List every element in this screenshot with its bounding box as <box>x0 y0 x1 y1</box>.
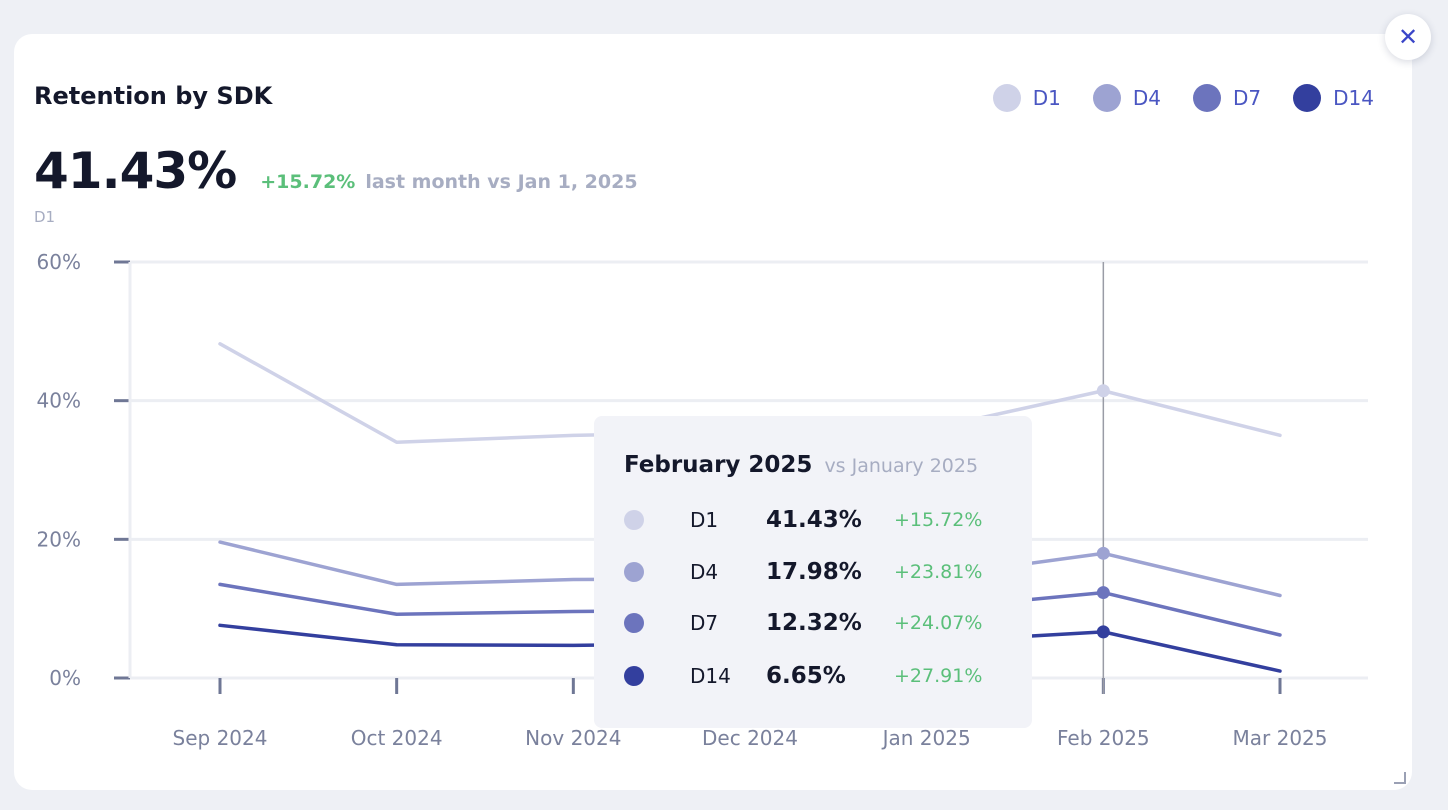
data-point-d7 <box>1096 586 1110 600</box>
y-tick-label: 60% <box>37 250 81 274</box>
tooltip-series-value: 6.65% <box>766 663 846 689</box>
series-dot-icon <box>624 510 644 530</box>
tooltip-row: D14 6.65% +27.91% <box>624 661 982 691</box>
series-dot-icon <box>624 613 644 633</box>
x-tick-label: Nov 2024 <box>525 726 621 750</box>
y-tick-label: 40% <box>37 389 81 413</box>
legend-item-d1[interactable]: D1 <box>992 84 1061 112</box>
kpi-value: 41.43% <box>34 142 237 200</box>
x-tick-label: Dec 2024 <box>702 726 798 750</box>
legend-item-d7[interactable]: D7 <box>1193 84 1261 112</box>
tooltip-series-name: D7 <box>690 611 719 635</box>
y-tick-label: 0% <box>49 666 81 690</box>
legend-label: D14 <box>1333 86 1374 110</box>
series-dot-icon <box>624 666 644 686</box>
tooltip-series-name: D14 <box>690 664 731 688</box>
series-dot-icon <box>624 562 644 582</box>
tooltip-series-value: 12.32% <box>766 610 862 636</box>
legend-dot-icon <box>1092 84 1121 112</box>
y-tick-label: 20% <box>37 527 81 551</box>
tooltip-header: February 2025 vs January 2025 <box>624 452 978 478</box>
chart-title: Retention by SDK <box>34 82 273 110</box>
legend-label: D1 <box>1032 86 1061 110</box>
tooltip-series-change: +27.91% <box>894 665 983 687</box>
x-tick-label: Jan 2025 <box>881 726 971 750</box>
data-point-d14 <box>1096 625 1110 639</box>
tooltip-row: D4 17.98% +23.81% <box>624 557 982 587</box>
legend-item-d4[interactable]: D4 <box>1092 84 1162 112</box>
kpi-series-label: D1 <box>34 208 56 226</box>
resize-handle[interactable] <box>1394 772 1406 784</box>
x-tick-label: Oct 2024 <box>351 726 443 750</box>
data-point-d1 <box>1096 384 1110 398</box>
kpi-compare: last month vs Jan 1, 2025 <box>365 171 638 193</box>
legend-item-d14[interactable]: D14 <box>1293 84 1374 112</box>
tooltip-subtitle: vs January 2025 <box>824 455 979 477</box>
legend-label: D4 <box>1132 86 1162 110</box>
tooltip-row: D7 12.32% +24.07% <box>624 608 982 638</box>
x-tick-label: Sep 2024 <box>173 726 268 750</box>
x-tick-label: Feb 2025 <box>1057 726 1150 750</box>
tooltip-series-change: +24.07% <box>894 612 983 634</box>
data-point-d4 <box>1096 546 1110 560</box>
kpi-delta: +15.72% <box>260 171 356 193</box>
tooltip-row: D1 41.43% +15.72% <box>624 505 982 535</box>
legend-dot-icon <box>1293 84 1322 112</box>
legend: D1 D4 D7 D14 <box>992 84 1374 112</box>
tooltip-series-name: D4 <box>690 560 719 584</box>
chart-tooltip: February 2025 vs January 2025 D1 41.43% … <box>594 416 1032 728</box>
close-button[interactable]: ✕ <box>1385 14 1431 60</box>
tooltip-series-change: +23.81% <box>894 561 983 583</box>
tooltip-series-name: D1 <box>690 508 719 532</box>
kpi-summary: 41.43% +15.72% last month vs Jan 1, 2025 <box>34 142 638 200</box>
legend-label: D7 <box>1233 86 1262 110</box>
tooltip-title: February 2025 <box>624 452 813 478</box>
tooltip-series-value: 17.98% <box>766 559 862 585</box>
legend-dot-icon <box>992 84 1021 112</box>
close-icon: ✕ <box>1397 23 1419 51</box>
tooltip-series-change: +15.72% <box>894 509 983 531</box>
tooltip-series-value: 41.43% <box>766 507 862 533</box>
legend-dot-icon <box>1193 84 1222 112</box>
x-tick-label: Mar 2025 <box>1233 726 1328 750</box>
